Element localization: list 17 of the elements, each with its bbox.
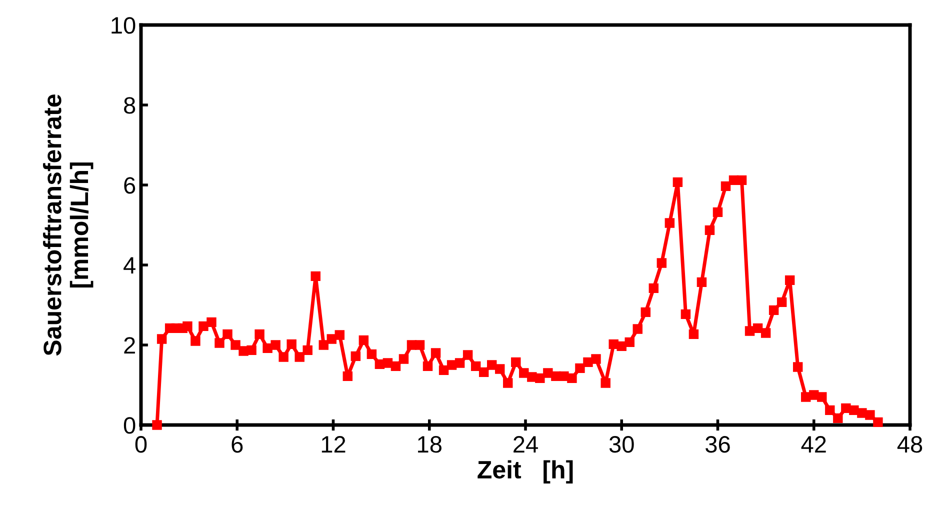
y-tick-label: 10 bbox=[112, 17, 136, 34]
x-tick-label: 6 bbox=[232, 436, 243, 453]
y-axis-title: Sauerstofftransferrate [mmol/L/h] bbox=[42, 94, 94, 356]
x-axis-title: Zeit [h] bbox=[478, 460, 573, 484]
x-tick-label: 12 bbox=[322, 436, 346, 453]
y-tick-label: 2 bbox=[124, 337, 135, 354]
x-tick-label: 42 bbox=[801, 436, 826, 453]
y-tick-label: 8 bbox=[124, 97, 136, 114]
x-tick-label: 48 bbox=[897, 436, 922, 453]
x-tick-label: 18 bbox=[418, 436, 442, 453]
x-tick-label: 0 bbox=[135, 436, 147, 453]
y-tick-label: 6 bbox=[124, 177, 136, 194]
y-tick-label: 0 bbox=[124, 417, 136, 434]
y-tick-label: 4 bbox=[124, 257, 136, 274]
x-tick-label: 36 bbox=[706, 436, 730, 453]
x-tick-label: 30 bbox=[609, 436, 634, 453]
x-tick-label: 24 bbox=[514, 436, 538, 453]
